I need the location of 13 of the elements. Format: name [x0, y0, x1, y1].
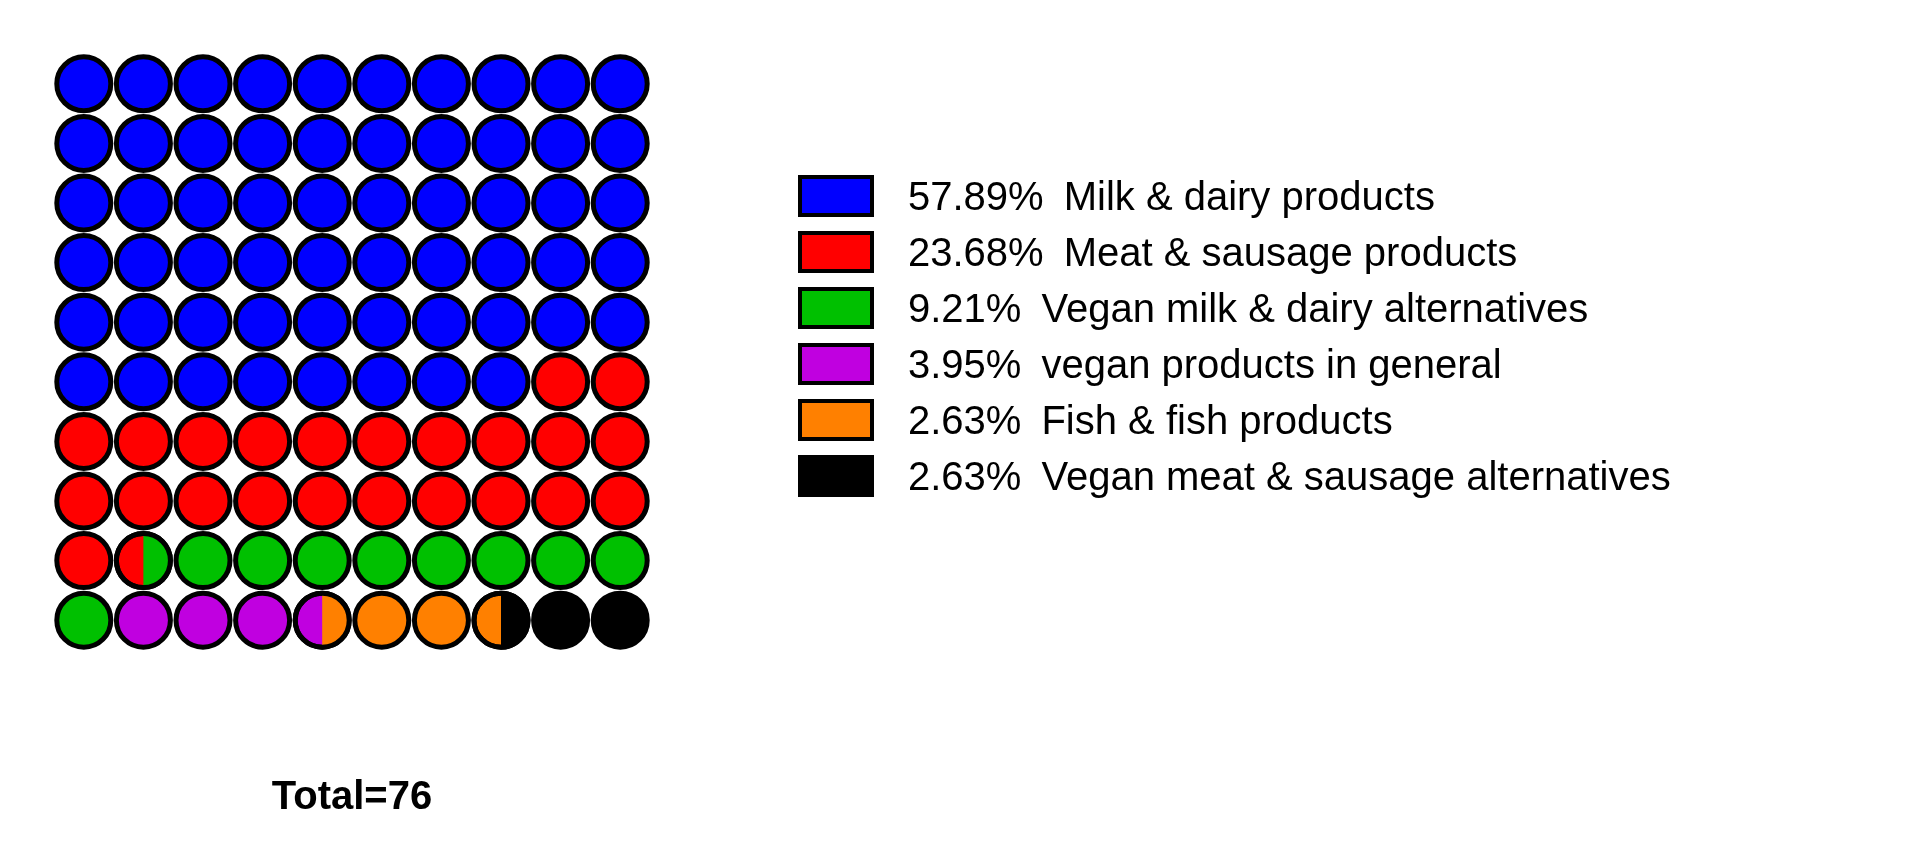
data-label: 23.68% — [908, 229, 1044, 275]
category-label: Milk & dairy products — [1063, 173, 1435, 219]
category-label: Vegan meat & sausage alternatives — [1041, 453, 1671, 499]
category-label: vegan products in general — [1041, 341, 1502, 387]
category-label: Vegan milk & dairy alternatives — [1041, 285, 1589, 331]
data-label: 3.95% — [908, 341, 1022, 387]
data-label: 57.89% — [908, 173, 1044, 219]
category-label: Fish & fish products — [1041, 397, 1393, 443]
data-label: 2.63% — [908, 453, 1022, 499]
category-label: Meat & sausage products — [1063, 229, 1518, 275]
data-label: 2.63% — [908, 397, 1022, 443]
text: Total=76 — [270, 773, 434, 818]
data-label: 9.21% — [908, 285, 1022, 331]
